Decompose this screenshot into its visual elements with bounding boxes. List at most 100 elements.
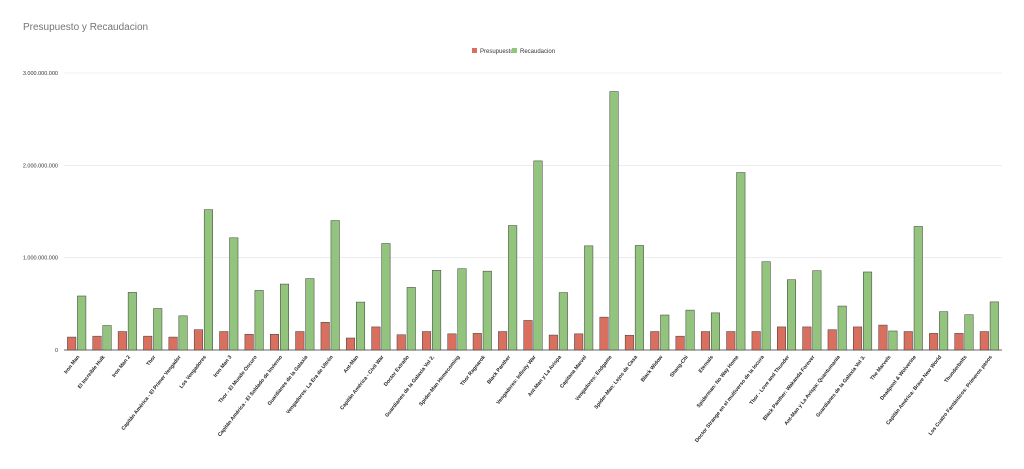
bar-recaudacion bbox=[229, 237, 239, 351]
bar-recaudacion bbox=[634, 245, 644, 351]
x-category-label: Thor Ragnarok bbox=[459, 354, 487, 387]
x-category-label: Guardianes de la Galaxia Vol 3. bbox=[815, 354, 867, 418]
bar-presupuesto bbox=[979, 331, 989, 351]
bar-presupuesto bbox=[295, 331, 305, 351]
bar-recaudacion bbox=[482, 270, 492, 351]
bar-presupuesto bbox=[346, 337, 356, 351]
bar-presupuesto bbox=[320, 322, 330, 351]
bar-presupuesto bbox=[726, 331, 736, 351]
bar-recaudacion bbox=[685, 309, 695, 351]
bar-presupuesto bbox=[447, 333, 457, 351]
bar-presupuesto bbox=[624, 334, 634, 351]
legend-swatch bbox=[512, 48, 517, 53]
bar-presupuesto bbox=[548, 334, 558, 351]
y-tick-label: 1.000.000.000 bbox=[23, 256, 58, 262]
x-category-label: The Marvels bbox=[869, 354, 892, 381]
y-tick-label: 2.000.000.000 bbox=[23, 163, 58, 169]
bar-presupuesto bbox=[269, 334, 279, 351]
x-category-label: Capitán América - El Primer Vengador bbox=[121, 355, 183, 432]
bar-presupuesto bbox=[574, 333, 584, 351]
legend-label: Presupuesto bbox=[480, 49, 514, 55]
y-tick-label: 0 bbox=[55, 348, 58, 354]
bar-presupuesto bbox=[472, 333, 482, 351]
bar-recaudacion bbox=[964, 314, 974, 351]
x-category-label: Doctor Extraño bbox=[383, 355, 411, 388]
bar-presupuesto bbox=[168, 336, 178, 351]
x-category-label: Eternals bbox=[698, 354, 715, 374]
bar-recaudacion bbox=[584, 245, 594, 351]
chart-title: Presupuesto y Recaudacion bbox=[23, 22, 149, 33]
x-category-label: Capitán América: Brave New World bbox=[885, 355, 943, 427]
bar-presupuesto bbox=[67, 336, 77, 351]
bars bbox=[67, 91, 999, 351]
bar-recaudacion bbox=[279, 283, 289, 351]
bar-recaudacion bbox=[508, 225, 518, 351]
bar-recaudacion bbox=[254, 290, 264, 351]
bar-recaudacion bbox=[863, 271, 873, 351]
x-category-label: Guardianes de la Galaxia Vol 2. bbox=[384, 354, 436, 418]
y-axis-ticks: 0 1.000.000.000 2.000.000.000 3.000.000.000 bbox=[23, 71, 58, 354]
bar-presupuesto bbox=[802, 326, 812, 351]
bar-presupuesto bbox=[498, 331, 508, 351]
bar-presupuesto bbox=[777, 326, 787, 351]
bar-presupuesto bbox=[92, 335, 102, 351]
bar-recaudacion bbox=[812, 270, 822, 351]
bar-presupuesto bbox=[244, 334, 254, 351]
bar-recaudacion bbox=[406, 287, 416, 351]
bar-recaudacion bbox=[457, 268, 467, 351]
bar-recaudacion bbox=[381, 243, 391, 351]
bar-presupuesto bbox=[396, 334, 406, 351]
bar-presupuesto bbox=[422, 331, 432, 351]
bar-presupuesto bbox=[675, 335, 685, 351]
x-category-label: Thunderbolts bbox=[943, 354, 968, 384]
bar-recaudacion bbox=[939, 311, 949, 351]
x-category-label: Shang-Chi bbox=[669, 354, 690, 379]
bar-presupuesto bbox=[650, 331, 660, 351]
bar-presupuesto bbox=[827, 329, 837, 351]
bar-presupuesto bbox=[954, 333, 964, 351]
legend: Presupuesto Recaudacion bbox=[472, 48, 555, 55]
x-category-label: Los Vengadores bbox=[179, 354, 208, 389]
x-category-label: Spiderman: No Way Home bbox=[696, 354, 741, 409]
bar-recaudacion bbox=[660, 314, 670, 351]
bar-presupuesto bbox=[143, 335, 153, 351]
x-category-label: Thor bbox=[145, 355, 157, 368]
bar-recaudacion bbox=[533, 160, 543, 351]
bar-recaudacion bbox=[787, 279, 797, 351]
bar-presupuesto bbox=[371, 326, 381, 351]
bar-recaudacion bbox=[888, 330, 898, 351]
bar-presupuesto bbox=[853, 326, 863, 351]
bar-recaudacion bbox=[609, 91, 619, 351]
bar-presupuesto bbox=[903, 331, 913, 351]
bar-presupuesto bbox=[878, 324, 888, 351]
bar-recaudacion bbox=[102, 325, 112, 351]
bar-recaudacion bbox=[989, 301, 999, 351]
x-category-label: Capitana Marvel bbox=[559, 354, 589, 389]
bar-recaudacion bbox=[736, 172, 746, 351]
x-category-label: Ant-Man bbox=[343, 355, 361, 375]
x-category-label: Capitán América - Civil War bbox=[339, 355, 385, 412]
bar-recaudacion bbox=[127, 292, 137, 351]
y-tick-label: 3.000.000.000 bbox=[23, 71, 58, 77]
x-category-label: Iron Man 3 bbox=[213, 354, 234, 378]
bar-recaudacion bbox=[305, 278, 315, 351]
bar-recaudacion bbox=[761, 261, 771, 351]
bar-presupuesto bbox=[523, 320, 533, 351]
bar-recaudacion bbox=[356, 301, 366, 351]
legend-swatch bbox=[472, 48, 477, 53]
bar-recaudacion bbox=[837, 305, 847, 351]
bar-presupuesto bbox=[929, 333, 939, 351]
x-category-label: Black Panther bbox=[486, 355, 512, 386]
bar-recaudacion bbox=[913, 226, 923, 351]
x-category-label: Black Panther: Wakanda Forever bbox=[762, 355, 816, 422]
x-category-label: El Increíble Hulk bbox=[77, 354, 107, 390]
legend-label: Recaudacion bbox=[520, 49, 555, 55]
bar-recaudacion bbox=[178, 315, 188, 351]
bar-presupuesto bbox=[193, 329, 203, 351]
bar-recaudacion bbox=[558, 292, 568, 351]
x-category-label: Iron Man 2 bbox=[111, 354, 132, 378]
x-category-label: Vengadores: La Era de Ultrón bbox=[285, 355, 334, 416]
x-category-label: Black Widow bbox=[640, 354, 665, 384]
